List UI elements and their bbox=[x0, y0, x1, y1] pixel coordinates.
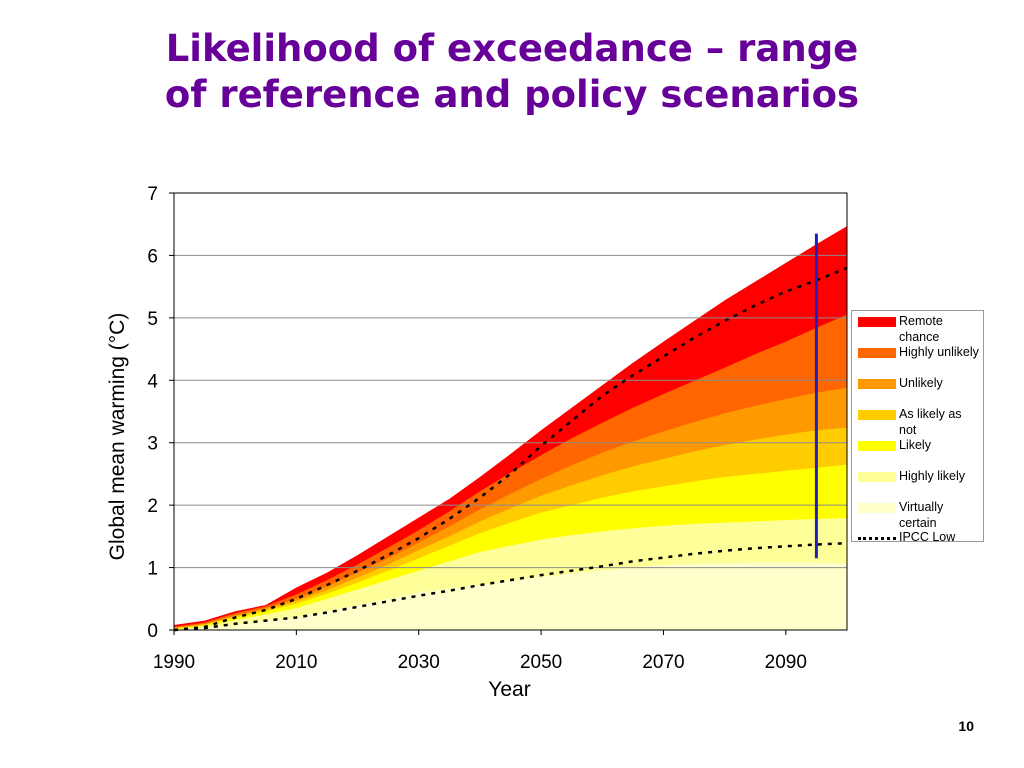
x-tick-label: 1990 bbox=[153, 652, 195, 673]
y-tick-label: 4 bbox=[147, 371, 158, 392]
y-tick-label: 3 bbox=[147, 434, 158, 455]
x-tick-label: 2030 bbox=[398, 652, 440, 673]
legend-swatch bbox=[858, 317, 896, 327]
y-tick-label: 6 bbox=[147, 246, 158, 267]
legend-swatch bbox=[858, 472, 896, 482]
y-tick-label: 0 bbox=[147, 621, 158, 642]
title-line-1: Likelihood of exceedance – range bbox=[165, 27, 859, 70]
line-ipcc-low bbox=[173, 541, 848, 632]
legend-swatch bbox=[858, 441, 896, 451]
legend-swatch bbox=[858, 379, 896, 389]
legend-label: Likely bbox=[899, 438, 931, 452]
y-tick-label: 5 bbox=[147, 309, 158, 330]
x-tick-label: 2050 bbox=[520, 652, 562, 673]
x-axis-title: Year bbox=[488, 678, 530, 701]
legend-swatch bbox=[858, 410, 896, 420]
band-virtually-certain bbox=[174, 562, 847, 630]
line-ipcc-high bbox=[173, 266, 848, 632]
legend-label: Remote chance bbox=[899, 314, 943, 344]
x-tick-label: 2070 bbox=[642, 652, 684, 673]
legend-label: Unlikely bbox=[899, 376, 943, 390]
y-tick-label: 7 bbox=[147, 184, 158, 205]
legend-label: IPCC Low bbox=[899, 530, 956, 542]
legend-label: Highly likely bbox=[899, 469, 965, 483]
legend-label: Virtually certain bbox=[899, 500, 944, 530]
legend-label: Highly unlikely bbox=[899, 345, 979, 359]
y-tick-label: 1 bbox=[147, 559, 158, 580]
slide-title: Likelihood of exceedance – range of refe… bbox=[0, 26, 1024, 118]
legend-label: As likely as not bbox=[899, 407, 962, 437]
y-tick-label: 2 bbox=[147, 496, 158, 517]
plot-frame bbox=[173, 192, 848, 631]
x-tick-label: 2090 bbox=[765, 652, 807, 673]
y-axis-title: Global mean warming (°C) bbox=[106, 313, 129, 561]
legend-swatch bbox=[858, 348, 896, 358]
title-line-2: of reference and policy scenarios bbox=[164, 73, 860, 116]
page-number: 10 bbox=[958, 718, 974, 734]
x-tick-label: 2010 bbox=[275, 652, 317, 673]
chart-legend: Remote chance Highly unlikely Unlikely A… bbox=[851, 310, 984, 542]
legend-dotted-line bbox=[858, 537, 896, 540]
legend-swatch bbox=[858, 503, 896, 513]
